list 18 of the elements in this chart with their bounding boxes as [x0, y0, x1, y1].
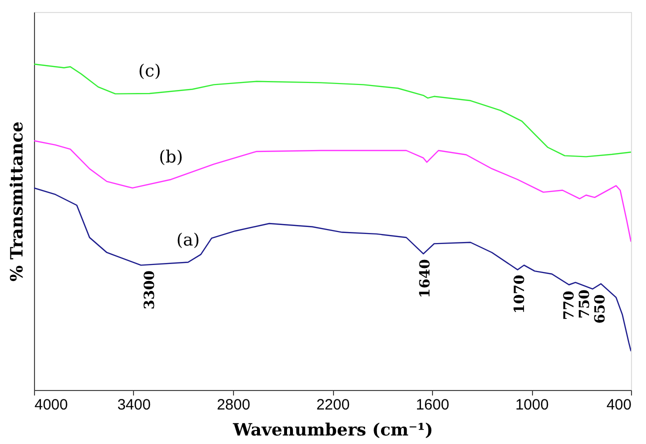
annotation: 1070: [512, 274, 528, 314]
x-axis-title: Wavenumbers (cm⁻¹): [232, 420, 434, 440]
x-tick-label: 2200: [316, 396, 350, 414]
x-tick-label: 4000: [34, 396, 68, 414]
annotation: 750: [576, 289, 593, 319]
x-tick-label: 400: [606, 396, 632, 414]
x-tick-label: 3400: [117, 396, 151, 414]
annotation: 770: [562, 290, 578, 320]
annotation: 3300: [142, 270, 158, 310]
series-label: (c): [138, 61, 161, 82]
series-label: (a): [176, 230, 200, 250]
annotation: 650: [592, 294, 608, 324]
series-label: (b): [158, 147, 184, 168]
y-axis-title: % Transmittance: [8, 121, 28, 282]
x-tick-label: 1000: [515, 396, 549, 414]
x-tick-label: 1600: [416, 396, 450, 414]
x-tick-label: 2800: [216, 396, 250, 414]
annotation: 1640: [417, 258, 434, 298]
